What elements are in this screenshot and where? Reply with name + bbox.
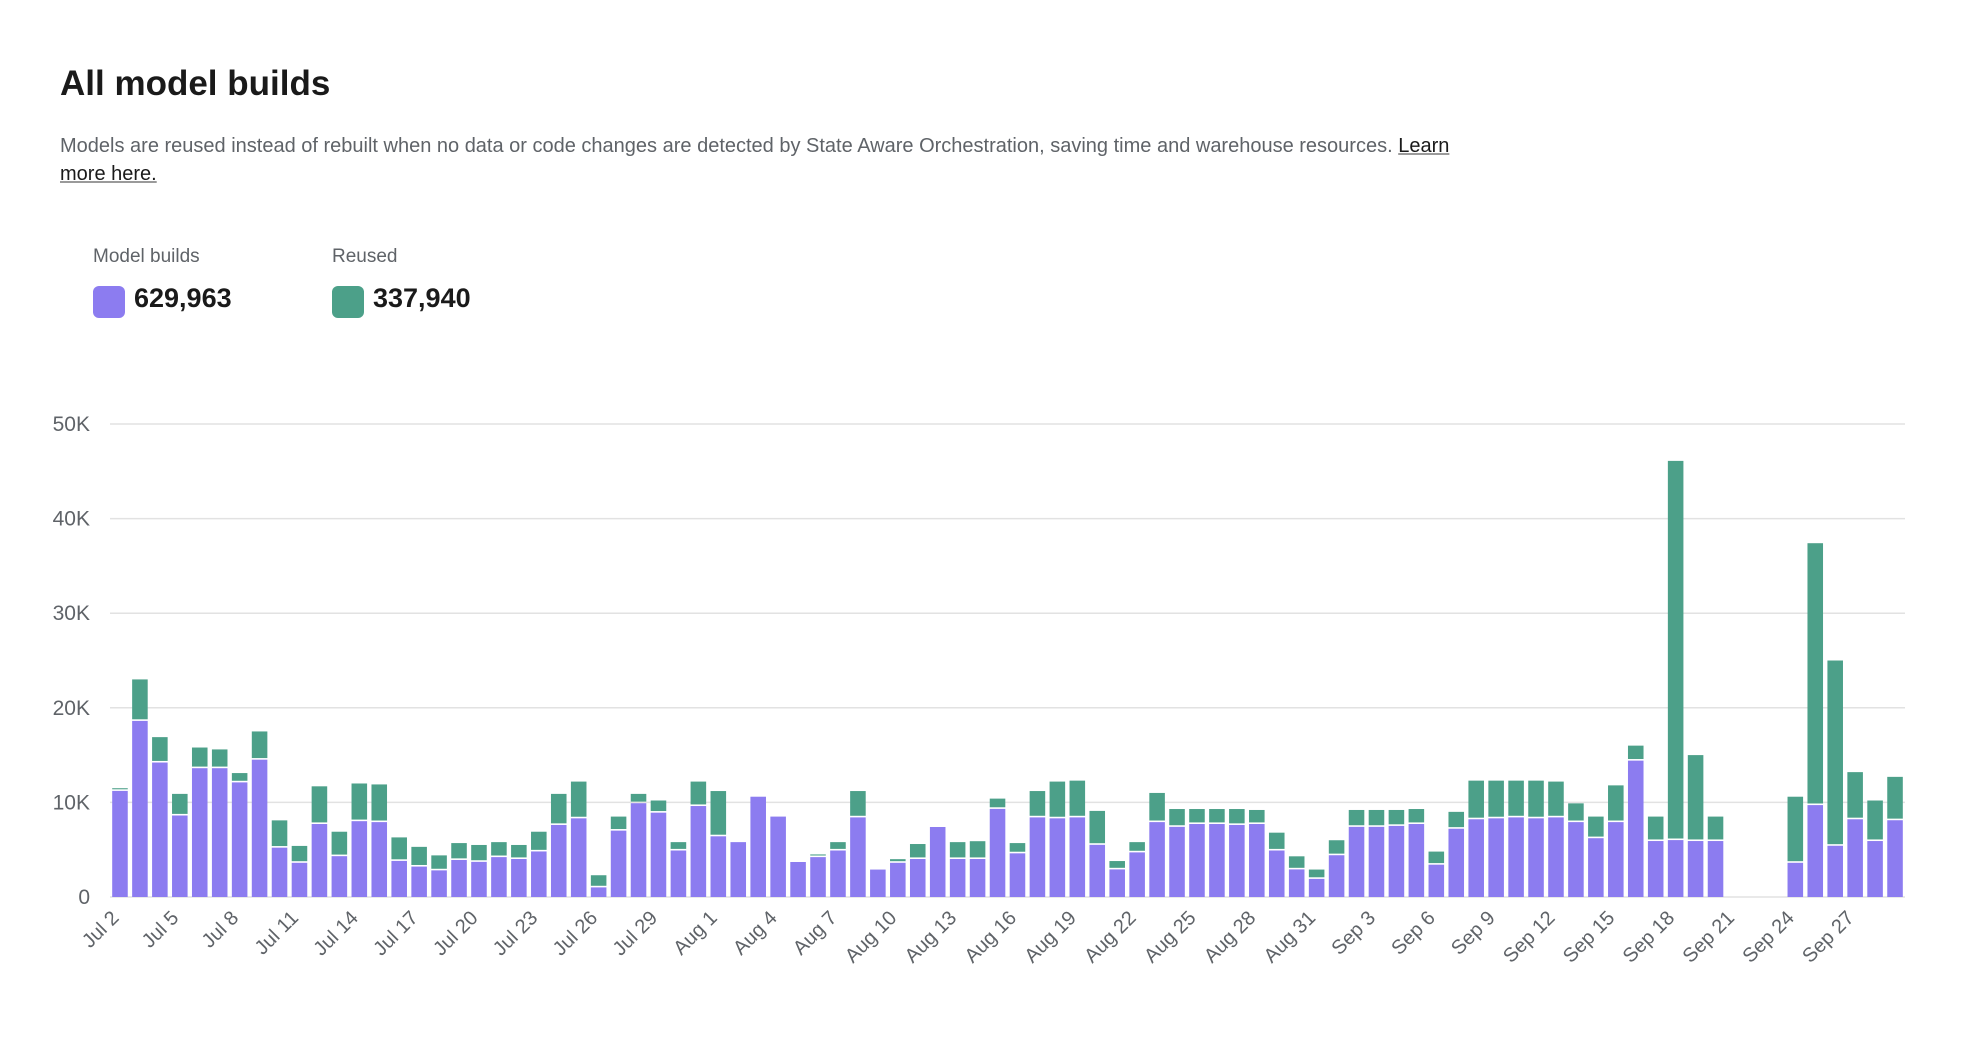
svg-text:Jul 26: Jul 26	[549, 907, 602, 960]
svg-text:Aug 10: Aug 10	[841, 907, 901, 967]
svg-text:30K: 30K	[53, 602, 90, 625]
svg-text:40K: 40K	[53, 508, 90, 531]
svg-text:Sep 6: Sep 6	[1387, 907, 1440, 960]
svg-text:Aug 22: Aug 22	[1080, 907, 1140, 967]
svg-text:Aug 28: Aug 28	[1200, 907, 1260, 967]
svg-text:Sep 12: Sep 12	[1499, 907, 1559, 967]
svg-text:50K: 50K	[53, 413, 90, 436]
svg-text:Aug 16: Aug 16	[961, 907, 1021, 967]
svg-text:Aug 4: Aug 4	[729, 907, 782, 960]
svg-text:Jul 2: Jul 2	[78, 907, 123, 952]
svg-text:Sep 15: Sep 15	[1559, 907, 1619, 967]
svg-text:Jul 17: Jul 17	[369, 907, 422, 960]
svg-text:Sep 9: Sep 9	[1447, 907, 1500, 960]
svg-text:Jul 14: Jul 14	[310, 907, 363, 960]
svg-text:Jul 23: Jul 23	[489, 907, 542, 960]
svg-text:20K: 20K	[53, 697, 90, 720]
svg-text:Jul 20: Jul 20	[429, 907, 482, 960]
svg-text:Jul 8: Jul 8	[198, 907, 243, 952]
svg-text:Sep 18: Sep 18	[1619, 907, 1679, 967]
svg-text:Aug 13: Aug 13	[901, 907, 961, 967]
svg-text:Sep 27: Sep 27	[1798, 907, 1858, 967]
svg-text:Sep 24: Sep 24	[1738, 907, 1798, 967]
svg-text:0: 0	[78, 886, 90, 909]
svg-text:Aug 7: Aug 7	[789, 907, 842, 960]
svg-text:Aug 31: Aug 31	[1260, 907, 1320, 967]
svg-text:Aug 1: Aug 1	[669, 907, 722, 960]
svg-text:Jul 11: Jul 11	[251, 907, 303, 959]
svg-text:Sep 3: Sep 3	[1327, 907, 1380, 960]
svg-text:Jul 5: Jul 5	[138, 907, 183, 952]
svg-text:Aug 19: Aug 19	[1020, 907, 1080, 967]
svg-text:Sep 21: Sep 21	[1679, 907, 1739, 967]
svg-text:10K: 10K	[53, 791, 90, 814]
svg-text:Aug 25: Aug 25	[1140, 907, 1200, 967]
svg-text:Jul 29: Jul 29	[609, 907, 662, 960]
